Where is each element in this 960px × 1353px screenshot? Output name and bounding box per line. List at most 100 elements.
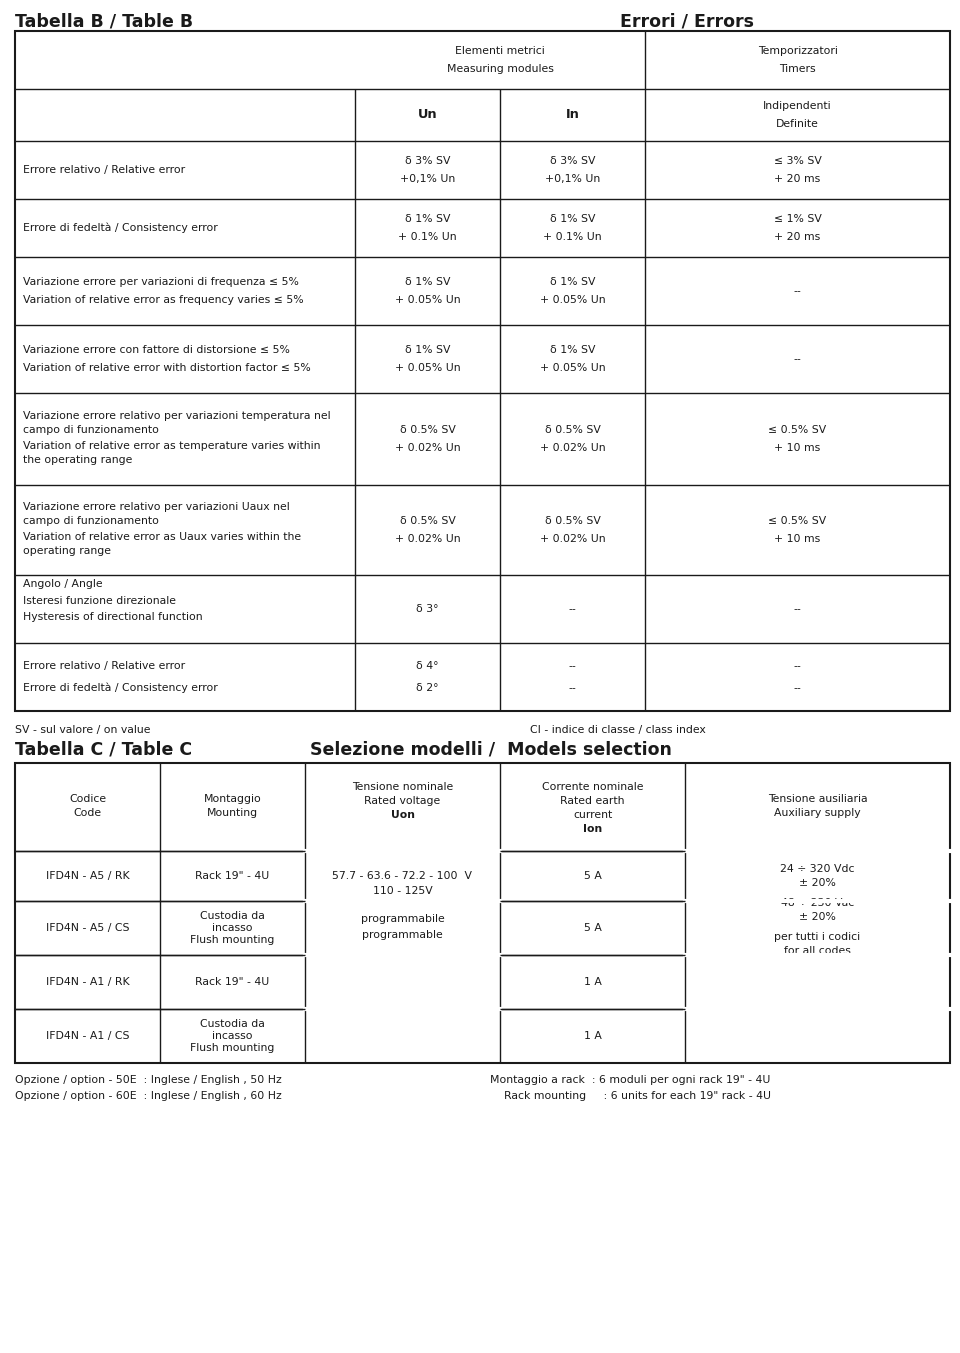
Text: 5 A: 5 A [584, 923, 601, 934]
Text: Variation of relative error as temperature varies within: Variation of relative error as temperatu… [23, 441, 321, 451]
Text: δ 0.5% SV: δ 0.5% SV [544, 425, 600, 436]
Text: --: -- [794, 662, 802, 671]
Text: ≤ 0.5% SV: ≤ 0.5% SV [768, 515, 827, 526]
Text: Rack 19" - 4U: Rack 19" - 4U [196, 871, 270, 881]
Text: ≤ 0.5% SV: ≤ 0.5% SV [768, 425, 827, 436]
Text: Angolo / Angle: Angolo / Angle [23, 579, 103, 589]
Text: Rated voltage: Rated voltage [365, 796, 441, 806]
Text: Measuring modules: Measuring modules [446, 64, 553, 74]
Text: Variazione errore per variazioni di frequenza ≤ 5%: Variazione errore per variazioni di freq… [23, 277, 299, 287]
Text: operating range: operating range [23, 547, 111, 556]
Text: 110 - 125V: 110 - 125V [372, 886, 432, 896]
Text: ≤ 1% SV: ≤ 1% SV [774, 214, 822, 225]
Text: current: current [573, 810, 612, 820]
Text: --: -- [568, 683, 576, 693]
Text: +0,1% Un: +0,1% Un [545, 175, 600, 184]
Text: δ 3% SV: δ 3% SV [405, 156, 450, 166]
Text: Tensione nominale: Tensione nominale [352, 782, 453, 792]
Text: Variazione errore con fattore di distorsione ≤ 5%: Variazione errore con fattore di distors… [23, 345, 290, 354]
Text: + 0.02% Un: + 0.02% Un [540, 534, 606, 544]
Text: Codice: Codice [69, 794, 106, 804]
Text: --: -- [568, 603, 576, 614]
Text: per tutti i codici: per tutti i codici [775, 932, 860, 942]
Text: δ 1% SV: δ 1% SV [405, 345, 450, 354]
Text: δ 0.5% SV: δ 0.5% SV [399, 425, 455, 436]
Text: --: -- [794, 354, 802, 364]
Text: Rack mounting     : 6 units for each 19" rack - 4U: Rack mounting : 6 units for each 19" rac… [490, 1091, 771, 1101]
Text: + 0.05% Un: + 0.05% Un [540, 363, 606, 373]
Text: δ 1% SV: δ 1% SV [550, 214, 595, 225]
Text: Variation of relative error as frequency varies ≤ 5%: Variation of relative error as frequency… [23, 295, 303, 304]
Text: 5 A: 5 A [584, 871, 601, 881]
Text: δ 1% SV: δ 1% SV [550, 345, 595, 354]
Text: + 0.02% Un: + 0.02% Un [395, 534, 460, 544]
Text: Errore relativo / Relative error: Errore relativo / Relative error [23, 662, 185, 671]
Text: Flush mounting: Flush mounting [190, 935, 275, 944]
Text: IFD4N - A1 / CS: IFD4N - A1 / CS [46, 1031, 130, 1040]
Text: Montaggio a rack  : 6 moduli per ogni rack 19" - 4U: Montaggio a rack : 6 moduli per ogni rac… [490, 1076, 770, 1085]
Text: Indipendenti: Indipendenti [763, 101, 831, 111]
Text: δ 2°: δ 2° [417, 683, 439, 693]
Text: Montaggio: Montaggio [204, 794, 261, 804]
Text: 1 A: 1 A [584, 1031, 601, 1040]
Text: Un: Un [418, 108, 438, 122]
Text: δ 3°: δ 3° [417, 603, 439, 614]
Text: SV - sul valore / on value: SV - sul valore / on value [15, 725, 151, 735]
Text: --: -- [794, 285, 802, 296]
Text: Variazione errore relativo per variazioni Uaux nel: Variazione errore relativo per variazion… [23, 502, 290, 511]
Text: --: -- [794, 603, 802, 614]
Text: δ 1% SV: δ 1% SV [405, 277, 450, 287]
Text: Isteresi funzione direzionale: Isteresi funzione direzionale [23, 597, 176, 606]
Text: Variazione errore relativo per variazioni temperatura nel: Variazione errore relativo per variazion… [23, 411, 330, 421]
Text: CI - indice di classe / class index: CI - indice di classe / class index [530, 725, 706, 735]
Text: Custodia da: Custodia da [200, 1019, 265, 1030]
Text: 48 ÷ 230 Vac: 48 ÷ 230 Vac [780, 898, 854, 908]
Text: Timers: Timers [780, 64, 816, 74]
Text: Mounting: Mounting [207, 808, 258, 819]
Text: + 0.05% Un: + 0.05% Un [540, 295, 606, 304]
Text: campo di funzionamento: campo di funzionamento [23, 425, 158, 436]
Text: campo di funzionamento: campo di funzionamento [23, 515, 158, 526]
Text: IFD4N - A1 / RK: IFD4N - A1 / RK [46, 977, 130, 986]
Text: Uon: Uon [391, 810, 415, 820]
Text: Variation of relative error with distortion factor ≤ 5%: Variation of relative error with distort… [23, 363, 311, 373]
Text: Corrente nominale: Corrente nominale [541, 782, 643, 792]
Text: + 20 ms: + 20 ms [775, 231, 821, 242]
Text: Tabella C / Table C: Tabella C / Table C [15, 741, 192, 759]
Text: Hysteresis of directional function: Hysteresis of directional function [23, 612, 203, 622]
Text: ± 20%: ± 20% [799, 912, 836, 921]
Text: Ion: Ion [583, 824, 602, 833]
Text: + 0.05% Un: + 0.05% Un [395, 363, 460, 373]
Text: + 0.02% Un: + 0.02% Un [540, 442, 606, 453]
Text: δ 0.5% SV: δ 0.5% SV [544, 515, 600, 526]
Text: Errore di fedeltà / Consistency error: Errore di fedeltà / Consistency error [23, 223, 218, 233]
Text: δ 0.5% SV: δ 0.5% SV [399, 515, 455, 526]
Text: Auxiliary supply: Auxiliary supply [774, 808, 861, 819]
Text: δ 1% SV: δ 1% SV [550, 277, 595, 287]
Text: δ 3% SV: δ 3% SV [550, 156, 595, 166]
Text: δ 4°: δ 4° [417, 662, 439, 671]
Text: 57.7 - 63.6 - 72.2 - 100  V: 57.7 - 63.6 - 72.2 - 100 V [332, 871, 472, 881]
Text: IFD4N - A5 / CS: IFD4N - A5 / CS [46, 923, 130, 934]
Text: IFD4N - A5 / RK: IFD4N - A5 / RK [46, 871, 130, 881]
Text: Definite: Definite [776, 119, 819, 129]
Text: Custodia da: Custodia da [200, 911, 265, 921]
Text: + 20 ms: + 20 ms [775, 175, 821, 184]
Text: In: In [565, 108, 580, 122]
Text: Opzione / option - 50E  : Inglese / English , 50 Hz: Opzione / option - 50E : Inglese / Engli… [15, 1076, 281, 1085]
Text: programmable: programmable [362, 930, 443, 940]
Text: Flush mounting: Flush mounting [190, 1043, 275, 1053]
Text: Elementi metrici: Elementi metrici [455, 46, 545, 55]
Text: for all codes: for all codes [784, 946, 851, 957]
Text: incasso: incasso [212, 1031, 252, 1040]
Text: incasso: incasso [212, 923, 252, 934]
Text: + 0.05% Un: + 0.05% Un [395, 295, 460, 304]
Text: Tabella B / Table B: Tabella B / Table B [15, 14, 193, 31]
Text: Tensione ausiliaria: Tensione ausiliaria [768, 794, 867, 804]
Text: + 0.02% Un: + 0.02% Un [395, 442, 460, 453]
Text: Temporizzatori: Temporizzatori [757, 46, 837, 55]
Text: 1 A: 1 A [584, 977, 601, 986]
Text: Errori / Errors: Errori / Errors [620, 14, 754, 31]
Text: Errore di fedeltà / Consistency error: Errore di fedeltà / Consistency error [23, 683, 218, 693]
Text: + 10 ms: + 10 ms [775, 534, 821, 544]
